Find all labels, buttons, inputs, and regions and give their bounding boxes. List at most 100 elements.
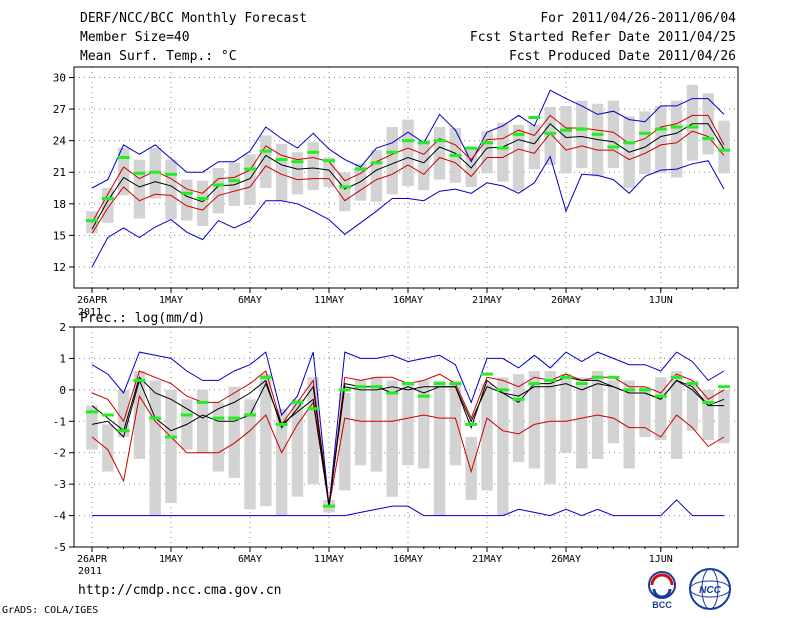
temp-ytick-label: 24 — [53, 135, 67, 148]
ncc-logo: NCC — [689, 568, 731, 610]
temp-member-bar — [117, 148, 130, 196]
prec-xtick-label: 16MAY — [393, 554, 423, 565]
prec-xtick-label: 26MAY — [551, 554, 581, 565]
prec-member-bar — [260, 374, 272, 507]
prec-member-bar — [354, 380, 367, 466]
prec-member-bar — [212, 402, 225, 472]
prec-xtick-label: 21MAY — [472, 554, 502, 565]
prec-member-bar — [117, 389, 130, 437]
prec-member-bar — [639, 386, 651, 437]
temp-member-bar — [228, 162, 240, 206]
prec-xtick-label: 1JUN — [649, 554, 673, 565]
temp-member-bar — [133, 159, 146, 219]
prec-ytick-label: -1 — [53, 415, 66, 428]
bcc-logo-text: BCC — [652, 600, 672, 610]
prec-ytick-label: -4 — [53, 510, 67, 523]
temp-series-spread-hi — [91, 114, 725, 224]
temp-member-bar — [212, 168, 225, 214]
temp-ytick-label: 18 — [53, 198, 66, 211]
chart-title: DERF/NCC/BCC Monthly Forecast — [80, 11, 307, 26]
temp-member-bar — [339, 172, 351, 212]
prec-ytick-label: 1 — [59, 352, 66, 365]
prec-member-bar — [560, 374, 572, 453]
temp-member-bar — [370, 150, 383, 202]
prec-member-bar — [86, 405, 98, 450]
prec-xtick-label: 11MAY — [314, 554, 344, 565]
temp-member-bar — [560, 105, 572, 174]
temp-frame — [73, 66, 739, 289]
prec-member-bar — [165, 389, 177, 503]
temp-member-bar — [655, 105, 667, 174]
temp-series-max — [91, 89, 725, 189]
prec-member-bar — [497, 377, 509, 516]
prec-member-bar — [544, 371, 556, 485]
prec-member-bar — [291, 399, 304, 497]
temp-xtick-label: 21MAY — [472, 295, 502, 306]
temp-member-bar — [275, 143, 288, 201]
temp-xtick-label: 1JUN — [649, 295, 673, 306]
prec-member-bar — [718, 389, 730, 444]
prec-member-bar — [102, 424, 114, 472]
temp-member-bar — [323, 157, 335, 187]
temp-member-bar — [307, 141, 319, 191]
prec-series-spread-lo — [91, 394, 725, 507]
prec-member-bar — [433, 380, 446, 516]
prec-member-bar — [607, 380, 620, 444]
prec-series-max — [91, 351, 725, 507]
temp-member-bar — [418, 139, 430, 191]
prec-member-bar — [576, 377, 588, 469]
temp-member-bar — [402, 119, 414, 186]
temp-member-bar — [544, 106, 556, 165]
prec-member-bar — [481, 383, 493, 491]
temp-xtick-year: 2011 — [78, 307, 102, 318]
prec-panel-title: Prec.: log(mm/d) — [80, 311, 205, 326]
prec-member-bar — [149, 380, 161, 516]
temp-series-min — [91, 155, 725, 268]
source-url[interactable]: http://cmdp.ncc.cma.gov.cn — [78, 583, 282, 598]
temp-xtick-label: 16MAY — [393, 295, 423, 306]
temp-ytick-label: 15 — [53, 229, 66, 242]
temp-ytick-label: 21 — [53, 166, 66, 179]
ncc-logo-text: NCC — [699, 585, 721, 596]
temp-member-bar — [433, 126, 446, 180]
prec-member-bar — [512, 374, 525, 463]
prec-xtick-year: 2011 — [78, 566, 102, 577]
prec-member-bar — [465, 437, 477, 500]
prec-ytick-label: 2 — [59, 321, 66, 334]
prec-member-bar — [228, 386, 240, 478]
prec-member-bar — [702, 389, 714, 441]
temp-member-bar — [512, 124, 525, 192]
prec-series-zero-line — [91, 376, 724, 507]
prec-member-bar — [275, 408, 288, 516]
temp-ytick-label: 30 — [53, 72, 66, 85]
prec-ytick-label: 0 — [59, 384, 66, 397]
prec-xtick-label: 26APR — [77, 554, 108, 565]
member-size: Member Size=40 — [80, 30, 190, 45]
prec-member-bar — [133, 371, 146, 459]
forecast-start-date: Fcst Started Refer Date 2011/04/25 — [469, 30, 736, 45]
forecast-produced-date: Fcst Produced Date 2011/04/26 — [509, 49, 736, 64]
prec-ytick-label: -5 — [53, 541, 66, 554]
temp-member-bar — [102, 188, 114, 223]
prec-member-bar — [686, 380, 699, 431]
prec-series-min — [92, 499, 724, 517]
prec-member-bar — [449, 380, 462, 466]
prec-frame — [73, 326, 739, 548]
temp-member-bar — [528, 124, 541, 170]
prec-member-bar — [655, 377, 667, 441]
temp-member-bar — [591, 103, 604, 177]
temp-member-bar — [291, 152, 304, 195]
temp-member-bar — [165, 159, 177, 220]
temp-xtick-label: 6MAY — [238, 295, 262, 306]
grads-credit: GrADS: COLA/IGES — [2, 605, 99, 616]
temp-xtick-label: 26APR — [77, 295, 108, 306]
prec-member-bar — [339, 393, 351, 491]
temp-member-bar — [481, 131, 493, 174]
temp-member-bar — [181, 179, 193, 221]
temp-ytick-label: 27 — [53, 103, 66, 116]
temp-member-bar — [686, 84, 699, 161]
prec-member-bar — [244, 399, 256, 510]
